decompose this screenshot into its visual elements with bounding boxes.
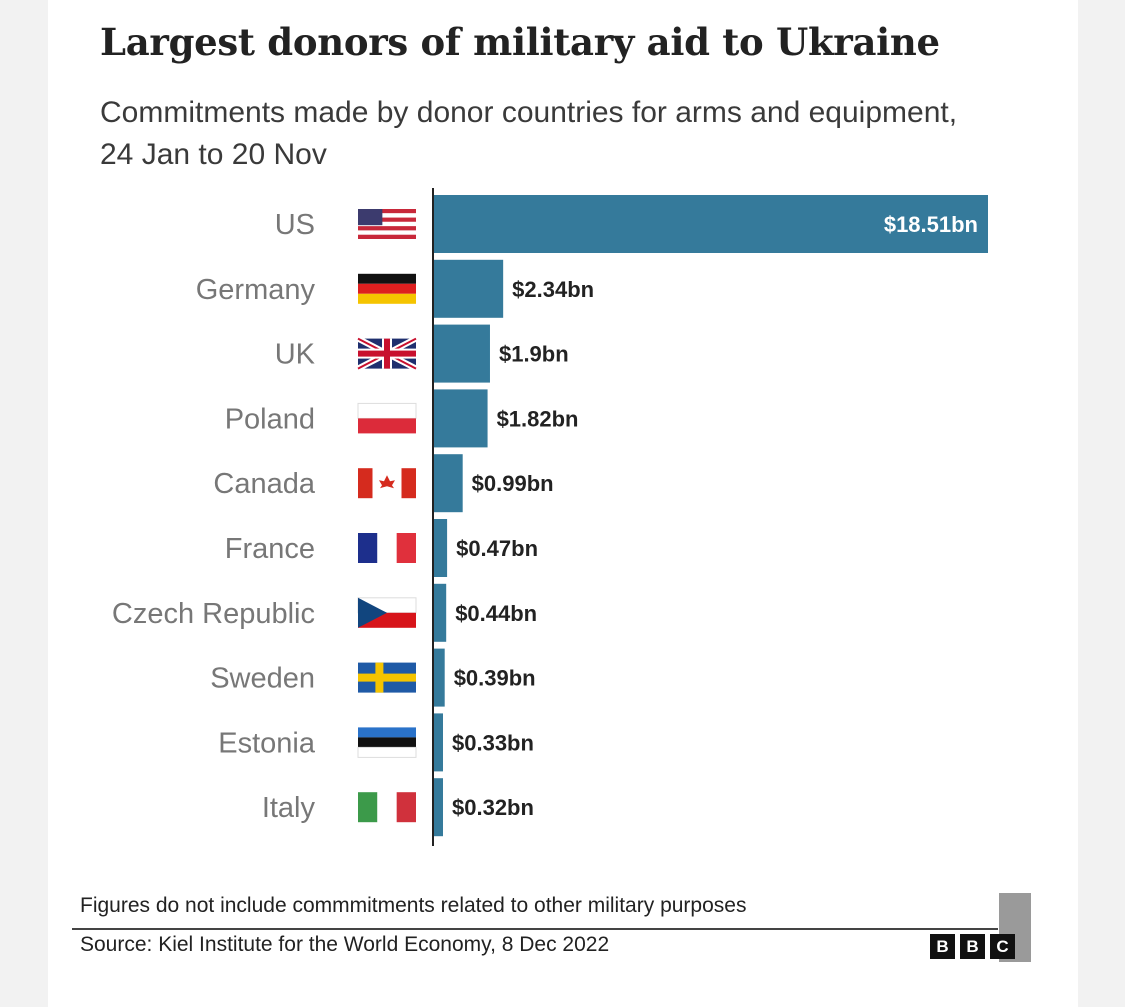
value-label: $0.39bn bbox=[454, 666, 536, 691]
footnote: Figures do not include commmitments rela… bbox=[80, 894, 747, 917]
estonia-flag-icon bbox=[357, 727, 417, 758]
bbc-logo: B B C bbox=[930, 934, 1015, 959]
uk-flag-icon bbox=[356, 335, 418, 372]
czech-flag-icon bbox=[357, 597, 417, 628]
value-label: $0.33bn bbox=[452, 730, 534, 755]
value-label: $0.44bn bbox=[455, 601, 537, 626]
italy-flag-icon bbox=[358, 792, 416, 823]
bar bbox=[433, 195, 988, 253]
category-label: Germany bbox=[196, 274, 316, 306]
bar bbox=[433, 648, 445, 707]
category-label: Poland bbox=[225, 403, 315, 435]
us-flag-icon bbox=[358, 209, 416, 239]
value-label: $0.99bn bbox=[472, 471, 554, 496]
bbc-logo-letter: C bbox=[990, 934, 1015, 959]
chart-card bbox=[48, 0, 1078, 1007]
category-label: US bbox=[275, 209, 315, 241]
bar bbox=[433, 519, 448, 577]
category-label: Estonia bbox=[218, 727, 316, 759]
france-flag-icon bbox=[358, 533, 416, 563]
category-label: Italy bbox=[262, 792, 316, 824]
value-label: $0.32bn bbox=[452, 795, 534, 820]
bar bbox=[433, 324, 490, 383]
canada-flag-icon bbox=[358, 468, 416, 499]
source-text: Source: Kiel Institute for the World Eco… bbox=[80, 933, 610, 956]
chart-title: Largest donors of military aid to Ukrain… bbox=[100, 20, 940, 64]
category-label: Sweden bbox=[210, 663, 315, 695]
bar bbox=[433, 713, 443, 772]
bar bbox=[433, 259, 504, 318]
bbc-logo-letter: B bbox=[960, 934, 985, 959]
poland-flag-icon bbox=[357, 402, 417, 434]
footnote-divider bbox=[72, 928, 998, 930]
value-label: $0.47bn bbox=[456, 536, 538, 561]
category-label: France bbox=[225, 533, 315, 565]
bar bbox=[433, 778, 443, 837]
value-label: $1.9bn bbox=[499, 342, 569, 367]
category-label: UK bbox=[275, 339, 316, 371]
germany-flag-icon bbox=[358, 273, 416, 304]
bar bbox=[433, 583, 447, 642]
category-label: Canada bbox=[213, 468, 315, 500]
bbc-logo-letter: B bbox=[930, 934, 955, 959]
sweden-flag-icon bbox=[358, 662, 416, 693]
value-label: $18.51bn bbox=[884, 212, 978, 237]
chart-subtitle: Commitments made by donor countries for … bbox=[100, 96, 958, 171]
value-label: $1.82bn bbox=[497, 406, 579, 431]
bar bbox=[433, 454, 463, 513]
bar bbox=[433, 389, 488, 448]
category-label: Czech Republic bbox=[112, 598, 315, 630]
value-label: $2.34bn bbox=[512, 277, 594, 302]
